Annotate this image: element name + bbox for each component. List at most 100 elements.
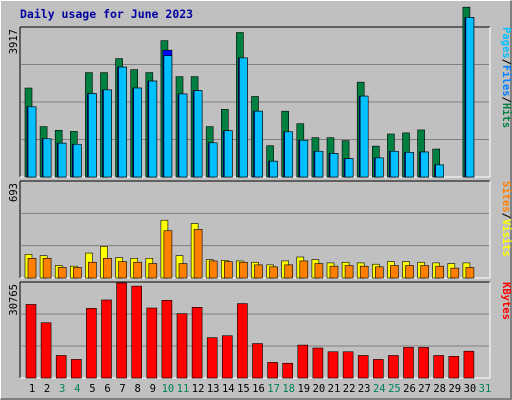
kbytes-bar	[372, 359, 384, 379]
pages-bar	[390, 150, 399, 178]
x-tick-label: 8	[135, 383, 141, 395]
y-max-label-1: 693	[8, 183, 20, 202]
pages-bar	[405, 152, 414, 178]
legend-separator: /	[500, 59, 512, 65]
pages-bar	[299, 139, 309, 178]
x-tick-label: 29	[448, 383, 461, 395]
sites-bar	[359, 265, 369, 279]
pages-bar	[88, 93, 97, 178]
x-tick-label: 12	[192, 383, 205, 395]
x-tick-label: 27	[418, 383, 431, 395]
pages-bar	[193, 90, 203, 178]
pages-bar	[118, 66, 127, 178]
pages-bar	[42, 138, 52, 178]
x-tick-label: 26	[403, 383, 416, 395]
pages-bar	[163, 55, 173, 178]
sites-bar	[193, 229, 203, 279]
pages-bar	[73, 143, 82, 178]
sites-bar	[390, 265, 399, 279]
kbytes-bar	[312, 347, 324, 379]
x-tick-label: 6	[104, 383, 110, 395]
x-tick-label: 31	[479, 383, 492, 395]
pages-bar	[465, 17, 475, 178]
kbytes-bar	[433, 355, 445, 379]
sites-bar	[269, 266, 278, 279]
sites-bar	[435, 265, 445, 279]
kbytes-bar	[55, 355, 67, 379]
x-tick-label: 25	[388, 383, 401, 395]
x-tick-label: 28	[433, 383, 446, 395]
kbytes-bar	[237, 303, 248, 379]
pages-bar	[344, 158, 354, 178]
sites-bar	[103, 258, 112, 279]
kbytes-bar	[252, 343, 263, 379]
pages-bar	[224, 130, 233, 178]
x-tick-label: 5	[89, 383, 95, 395]
sites-bar	[329, 265, 339, 279]
pages-bar	[178, 93, 188, 178]
legend-separator: /	[500, 213, 512, 219]
x-tick-label: 2	[44, 383, 50, 395]
pages-bar	[57, 142, 67, 178]
kbytes-bar	[448, 356, 460, 379]
x-tick-label: 13	[207, 383, 220, 395]
sites-bar	[118, 261, 127, 279]
kbytes-bar	[71, 359, 82, 379]
legend-item-sites: Sites	[500, 181, 512, 213]
sites-bar	[405, 265, 414, 279]
kbytes-bar	[176, 313, 188, 379]
kbytes-bar	[342, 351, 354, 379]
x-tick-label: 22	[343, 383, 356, 395]
sites-bar	[178, 263, 188, 279]
sites-bar	[163, 230, 173, 279]
x-tick-label: 14	[222, 383, 235, 395]
x-tick-label: 23	[358, 383, 371, 395]
sites-bar	[133, 261, 142, 279]
sites-bar	[299, 260, 309, 279]
x-tick-label: 15	[237, 383, 250, 395]
kbytes-bar	[131, 285, 142, 379]
kbytes-bar	[206, 337, 218, 379]
x-tick-label: 7	[119, 383, 125, 395]
pages-bar	[314, 150, 324, 178]
legend-0: Pages/Files/Hits	[500, 27, 512, 128]
x-tick-label: 10	[162, 383, 175, 395]
x-tick-label: 17	[267, 383, 280, 395]
legend-1: Sites/Visits	[500, 181, 512, 257]
pages-bar	[103, 89, 112, 178]
kbytes-bar	[222, 335, 233, 379]
sites-bar	[374, 266, 384, 279]
pages-bar	[420, 151, 429, 178]
sites-bar	[73, 267, 82, 279]
sites-bar	[284, 264, 294, 279]
kbytes-bar	[388, 355, 399, 379]
sites-bar	[450, 267, 460, 279]
pages-bar	[435, 164, 445, 178]
sites-bar	[465, 267, 475, 279]
sites-bar	[42, 258, 52, 279]
kbytes-bar	[463, 350, 475, 379]
legend-item-kbytes: KBytes	[500, 282, 512, 320]
sites-bar	[208, 260, 218, 279]
sites-bar	[344, 265, 354, 279]
y-max-label-2: 30765	[8, 284, 20, 316]
sites-bar	[57, 267, 67, 279]
x-tick-label: 21	[328, 383, 341, 395]
sites-bar	[314, 263, 324, 279]
kbytes-bar	[101, 299, 112, 379]
legend-separator: /	[500, 97, 512, 103]
pages-bar	[208, 142, 218, 178]
kbytes-bar	[357, 355, 369, 379]
pages-bar	[133, 87, 142, 178]
sites-bar	[27, 258, 37, 279]
pages-bar	[148, 80, 158, 178]
x-tick-label: 3	[59, 383, 65, 395]
kbytes-bar	[327, 351, 339, 379]
x-tick-label: 24	[373, 383, 386, 395]
kbytes-bar	[86, 308, 97, 379]
x-tick-label: 11	[177, 383, 190, 395]
pages-bar	[27, 106, 37, 178]
y-max-label-0: 3917	[8, 29, 20, 54]
kbytes-bar	[191, 307, 203, 379]
